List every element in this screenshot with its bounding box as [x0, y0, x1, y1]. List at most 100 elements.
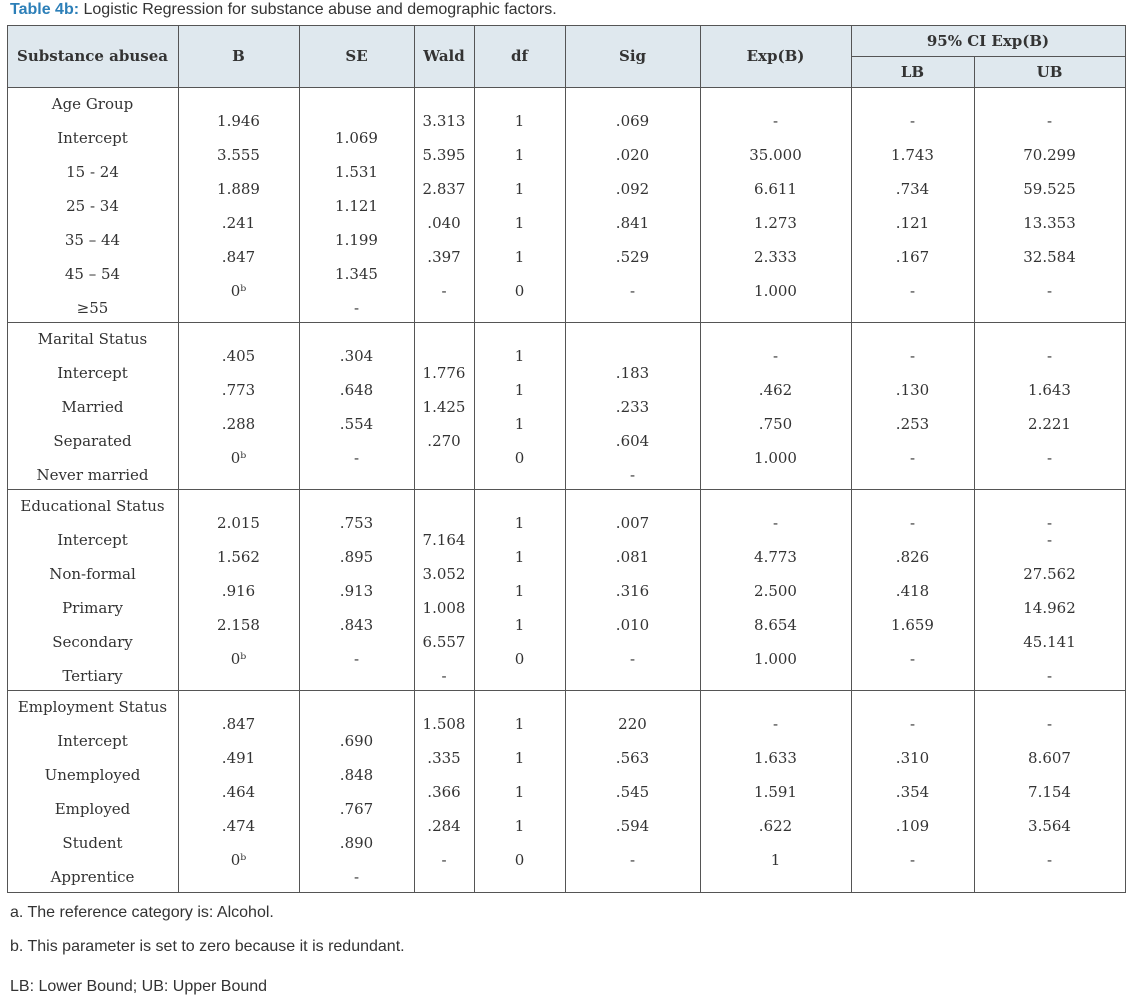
cell: .284 — [427, 817, 461, 835]
cell: 45.141 — [1023, 633, 1076, 651]
cell: - — [909, 112, 916, 130]
cell: .010 — [615, 616, 650, 634]
h-rule — [7, 322, 1126, 323]
cell: 1 — [514, 146, 525, 164]
cell: 1 — [514, 548, 525, 566]
v-rule — [178, 25, 179, 893]
column-header: B — [232, 47, 245, 65]
cell: - — [1046, 449, 1053, 467]
cell: .604 — [615, 432, 650, 450]
cell: 27.562 — [1023, 565, 1076, 583]
cell: 2.221 — [1028, 415, 1071, 433]
cell: .121 — [895, 214, 930, 232]
cell: 59.525 — [1023, 180, 1076, 198]
v-rule — [474, 25, 475, 893]
cell: 1 — [514, 180, 525, 198]
cell: .462 — [758, 381, 793, 399]
row-label: Intercept — [57, 531, 128, 549]
row-label: ≥55 — [76, 299, 109, 317]
cell: .734 — [895, 180, 930, 198]
row-label: Age Group — [51, 95, 134, 113]
cell: .913 — [339, 582, 374, 600]
cell: 3.555 — [217, 146, 260, 164]
cell: .464 — [221, 783, 256, 801]
cell: 35.000 — [749, 146, 802, 164]
cell: - — [772, 715, 779, 733]
cell: .069 — [615, 112, 650, 130]
cell: .563 — [615, 749, 650, 767]
row-label: Separated — [53, 432, 132, 450]
cell: 1.531 — [335, 163, 378, 181]
cell: 8.654 — [754, 616, 797, 634]
title-text: Logistic Regression for substance abuse … — [83, 1, 557, 18]
cell: .895 — [339, 548, 374, 566]
cell: - — [353, 299, 360, 317]
cell: 6.611 — [754, 180, 797, 198]
cell: - — [909, 449, 916, 467]
cell: .233 — [615, 398, 650, 416]
sub-header: LB — [900, 63, 925, 81]
cell: 1.273 — [754, 214, 797, 232]
cell: - — [629, 650, 636, 668]
cell: 1 — [514, 248, 525, 266]
cell: 1 — [514, 616, 525, 634]
cell: - — [909, 282, 916, 300]
cell: 0ᵇ — [230, 282, 247, 300]
cell: .316 — [615, 582, 650, 600]
cell: 1.643 — [1028, 381, 1071, 399]
cell: .491 — [221, 749, 256, 767]
cell: .916 — [221, 582, 256, 600]
cell: - — [441, 667, 447, 685]
h-rule — [7, 892, 1126, 893]
cell: .773 — [221, 381, 256, 399]
cell: 5.395 — [422, 146, 466, 164]
cell: .405 — [221, 347, 256, 365]
cell: 1.000 — [754, 282, 797, 300]
cell: 8.607 — [1028, 749, 1071, 767]
cell: - — [772, 347, 779, 365]
h-rule — [7, 25, 1126, 26]
cell: 1.889 — [217, 180, 260, 198]
cell: .081 — [615, 548, 650, 566]
row-label: Tertiary — [62, 667, 123, 685]
cell: 2.837 — [422, 180, 466, 198]
cell: 1.776 — [422, 364, 466, 382]
title-label: Table 4b: — [10, 1, 80, 18]
cell: - — [1046, 715, 1053, 733]
cell: .622 — [758, 817, 793, 835]
cell: - — [353, 650, 360, 668]
cell: 3.313 — [422, 112, 466, 130]
cell: .545 — [615, 783, 650, 801]
cell: .270 — [427, 432, 461, 450]
cell: 2.015 — [217, 514, 260, 532]
cell: .767 — [339, 800, 374, 818]
cell: - — [441, 282, 447, 300]
cell: 220 — [618, 715, 647, 733]
cell: - — [1046, 667, 1053, 685]
cell: 3.564 — [1028, 817, 1071, 835]
cell: - — [909, 514, 916, 532]
row-label: Apprentice — [50, 868, 135, 886]
cell: 1.121 — [335, 197, 378, 215]
cell: - — [772, 112, 779, 130]
column-header: Wald — [423, 47, 465, 65]
h-rule — [7, 87, 1126, 88]
cell: 32.584 — [1023, 248, 1076, 266]
cell: 2.333 — [754, 248, 797, 266]
cell: .554 — [339, 415, 374, 433]
h-rule — [851, 56, 1125, 57]
column-header: df — [511, 47, 528, 65]
cell: .841 — [615, 214, 650, 232]
cell: - — [629, 466, 636, 484]
cell: .304 — [339, 347, 374, 365]
v-rule — [7, 25, 8, 893]
cell: 1.425 — [422, 398, 466, 416]
cell: 2.158 — [217, 616, 260, 634]
cell: 1.069 — [335, 129, 378, 147]
cell: .253 — [895, 415, 930, 433]
cell: 1 — [514, 582, 525, 600]
cell: - — [629, 851, 636, 869]
cell: .826 — [895, 548, 930, 566]
sub-header: UB — [1036, 63, 1063, 81]
column-header: Sig — [618, 47, 647, 65]
